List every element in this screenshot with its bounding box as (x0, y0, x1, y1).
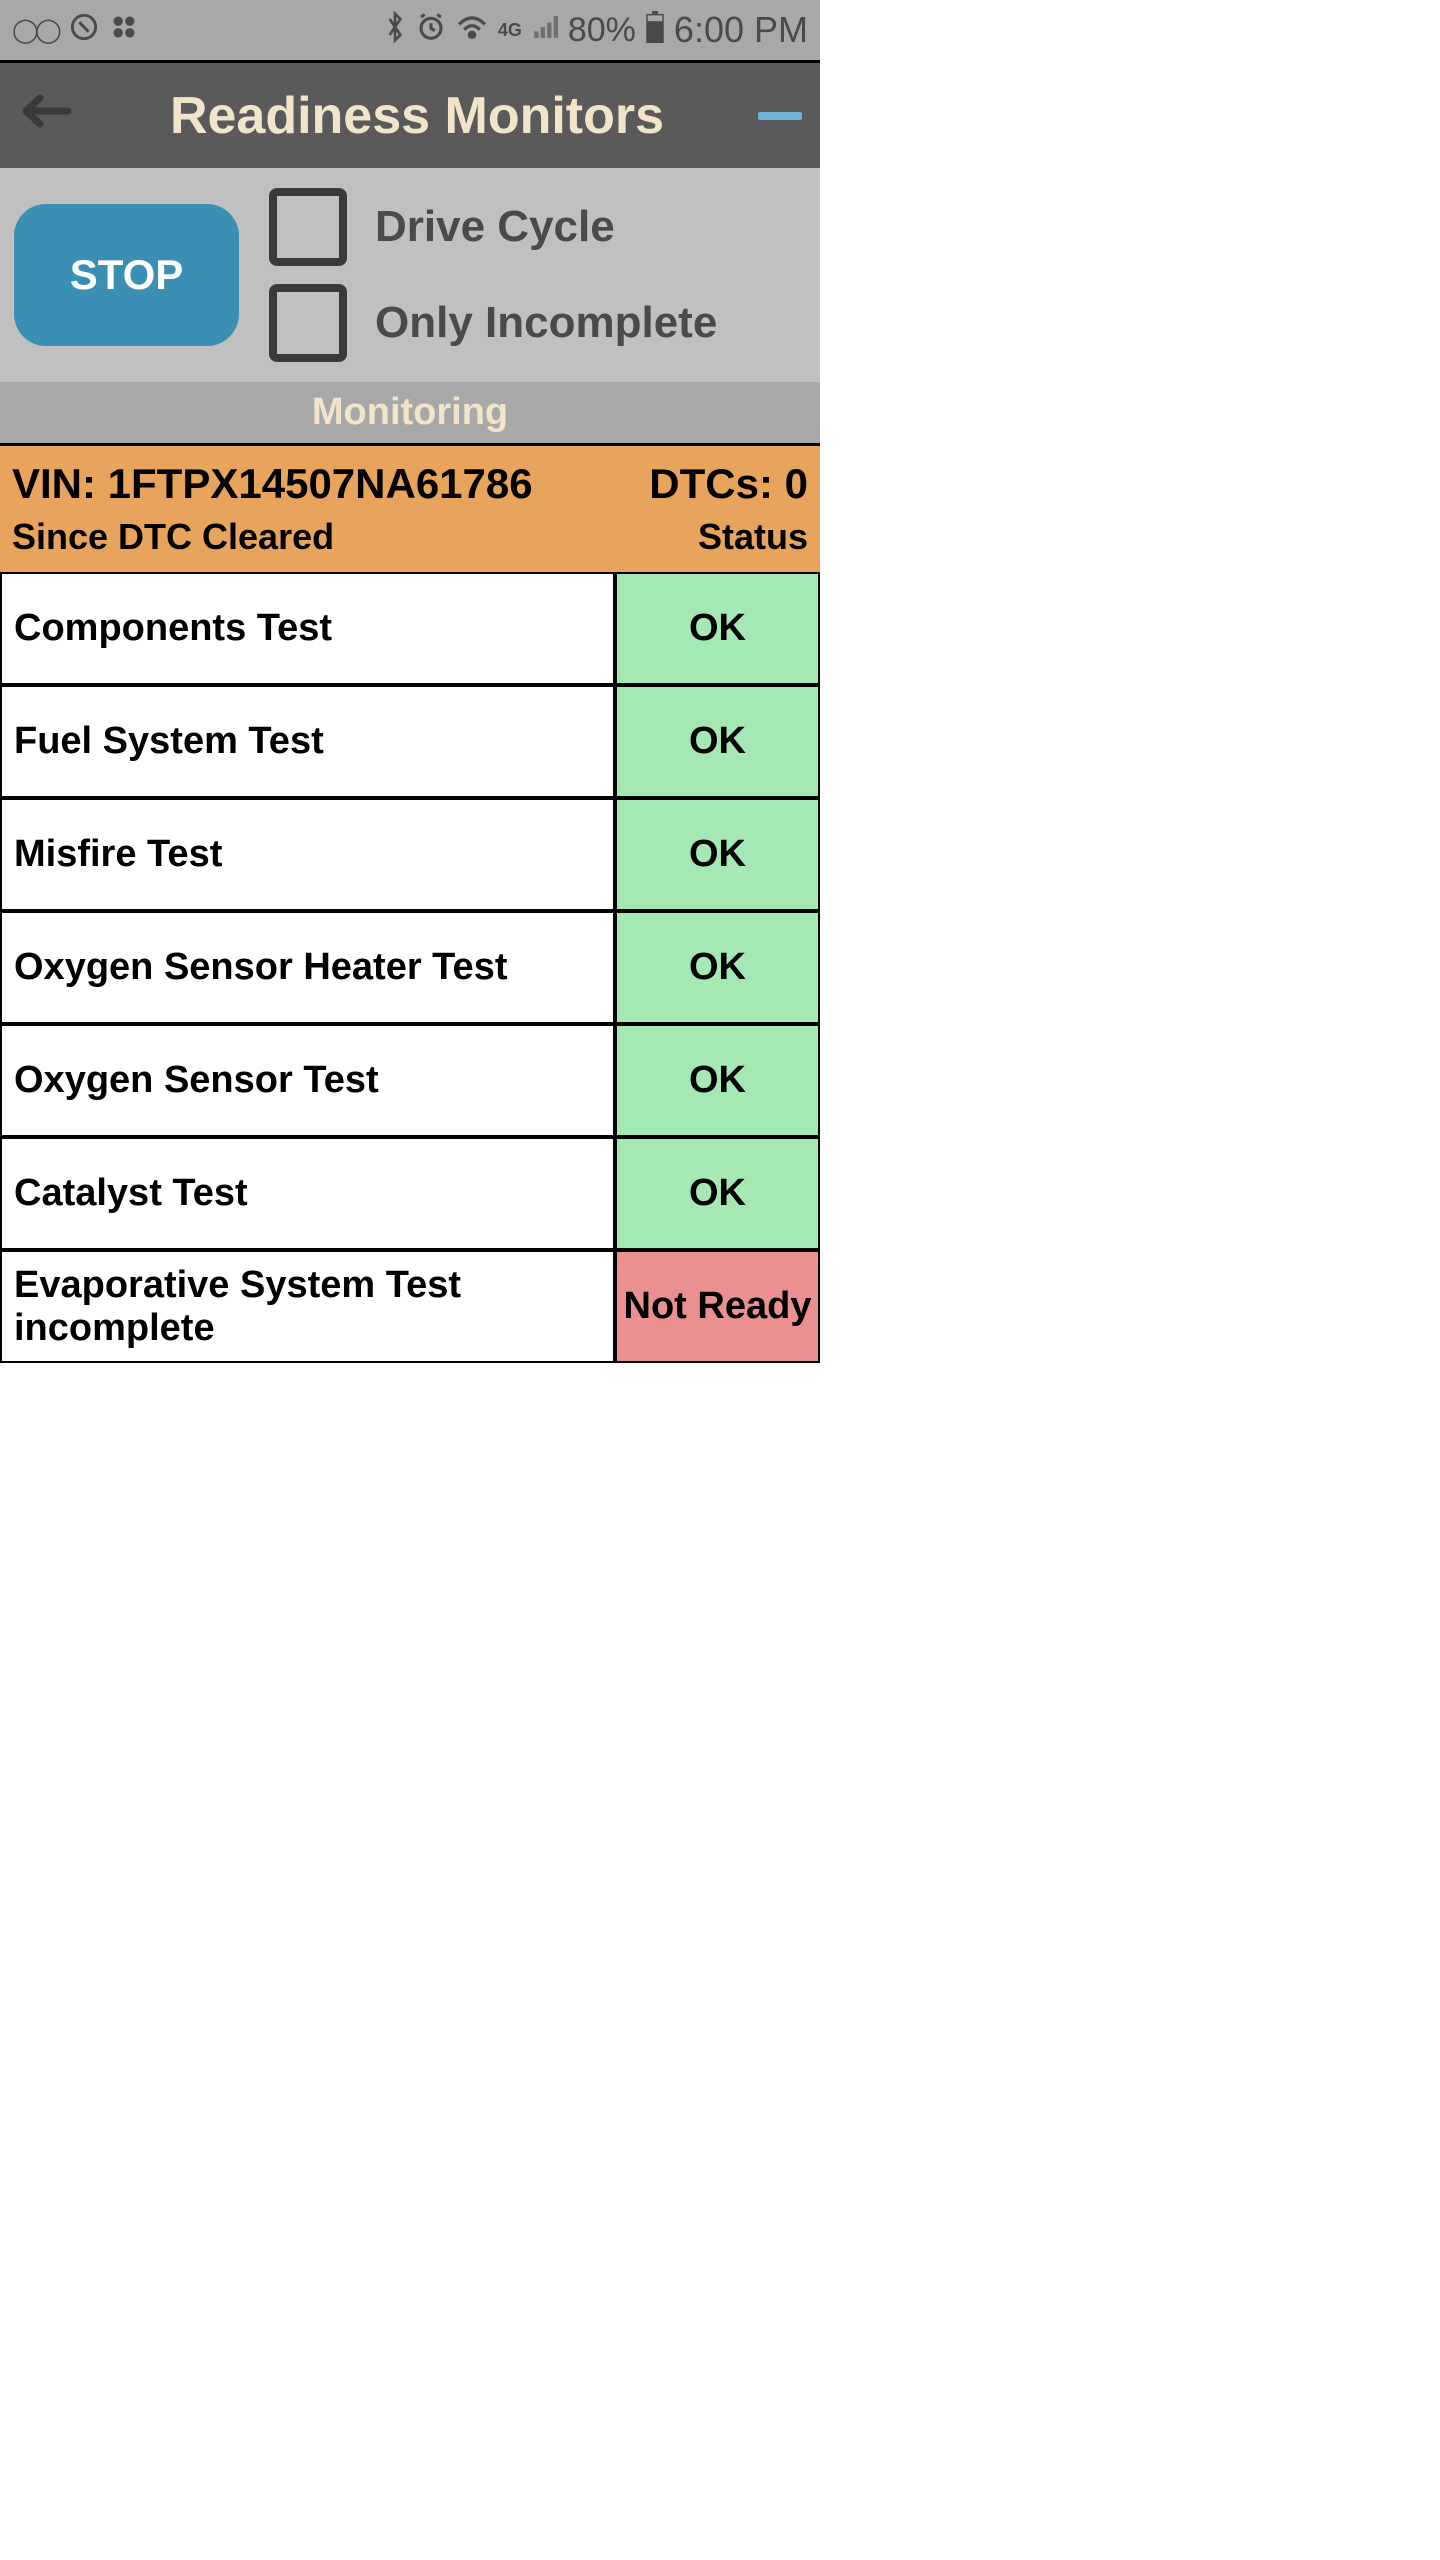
test-name-cell: Catalyst Test (0, 1137, 615, 1250)
test-row: Evaporative System Test incompleteNot Re… (0, 1250, 820, 1363)
test-row: Misfire TestOK (0, 798, 820, 911)
info-row-labels: Since DTC Cleared Status (12, 516, 808, 558)
vehicle-info-header: VIN: 1FTPX14507NA61786 DTCs: 0 Since DTC… (0, 446, 820, 572)
test-name-cell: Evaporative System Test incomplete (0, 1250, 615, 1363)
test-status-cell: OK (615, 1024, 820, 1137)
wifi-icon (456, 14, 488, 47)
status-column-label: Status (698, 516, 808, 558)
vin-prefix: VIN: (12, 460, 108, 507)
test-row: Oxygen Sensor Heater TestOK (0, 911, 820, 1024)
test-status-cell: OK (615, 1137, 820, 1250)
test-status-cell: Not Ready (615, 1250, 820, 1363)
test-name-cell: Fuel System Test (0, 685, 615, 798)
status-right-icons: 4G 80% 6:00 PM (384, 9, 808, 51)
test-name-cell: Oxygen Sensor Heater Test (0, 911, 615, 1024)
test-name-cell: Oxygen Sensor Test (0, 1024, 615, 1137)
android-status-bar: ◯◯ (0, 0, 820, 60)
test-row: Components TestOK (0, 572, 820, 685)
drive-cycle-checkbox[interactable] (269, 188, 347, 266)
only-incomplete-label: Only Incomplete (375, 298, 717, 348)
stop-button[interactable]: STOP (14, 204, 239, 346)
page-title: Readiness Monitors (76, 86, 758, 146)
back-button[interactable] (18, 92, 76, 140)
test-name-cell: Components Test (0, 572, 615, 685)
bluetooth-icon (384, 11, 406, 50)
only-incomplete-row: Only Incomplete (269, 284, 717, 362)
test-status-cell: OK (615, 685, 820, 798)
controls-panel: STOP Drive Cycle Only Incomplete (0, 168, 820, 382)
test-status-cell: OK (615, 911, 820, 1024)
vin-value: 1FTPX14507NA61786 (108, 460, 533, 507)
clock-time: 6:00 PM (674, 9, 808, 51)
drive-cycle-label: Drive Cycle (375, 202, 615, 252)
info-row-vin-dtc: VIN: 1FTPX14507NA61786 DTCs: 0 (12, 460, 808, 508)
dtc-value: 0 (785, 460, 808, 507)
test-list: Components TestOKFuel System TestOKMisfi… (0, 572, 820, 1363)
app-header: Readiness Monitors (0, 60, 820, 168)
checkbox-group: Drive Cycle Only Incomplete (269, 188, 717, 362)
dtc-count-display: DTCs: 0 (649, 460, 808, 508)
alarm-icon (416, 12, 446, 49)
network-type-icon: 4G (498, 20, 522, 41)
vin-display: VIN: 1FTPX14507NA61786 (12, 460, 533, 508)
test-row: Oxygen Sensor TestOK (0, 1024, 820, 1137)
drive-cycle-row: Drive Cycle (269, 188, 717, 266)
battery-icon (646, 11, 664, 50)
battery-percentage: 80% (568, 11, 636, 50)
sync-icon (70, 13, 98, 48)
only-incomplete-checkbox[interactable] (269, 284, 347, 362)
test-row: Catalyst TestOK (0, 1137, 820, 1250)
voicemail-icon: ◯◯ (12, 16, 58, 45)
test-name-cell: Misfire Test (0, 798, 615, 911)
monitoring-status: Monitoring (0, 382, 820, 446)
test-status-cell: OK (615, 572, 820, 685)
test-row: Fuel System TestOK (0, 685, 820, 798)
since-dtc-label: Since DTC Cleared (12, 516, 334, 558)
menu-indicator[interactable] (758, 112, 802, 120)
apps-icon (110, 13, 138, 48)
status-left-icons: ◯◯ (12, 13, 138, 48)
signal-icon (532, 14, 558, 47)
dtc-prefix: DTCs: (649, 460, 784, 507)
test-status-cell: OK (615, 798, 820, 911)
